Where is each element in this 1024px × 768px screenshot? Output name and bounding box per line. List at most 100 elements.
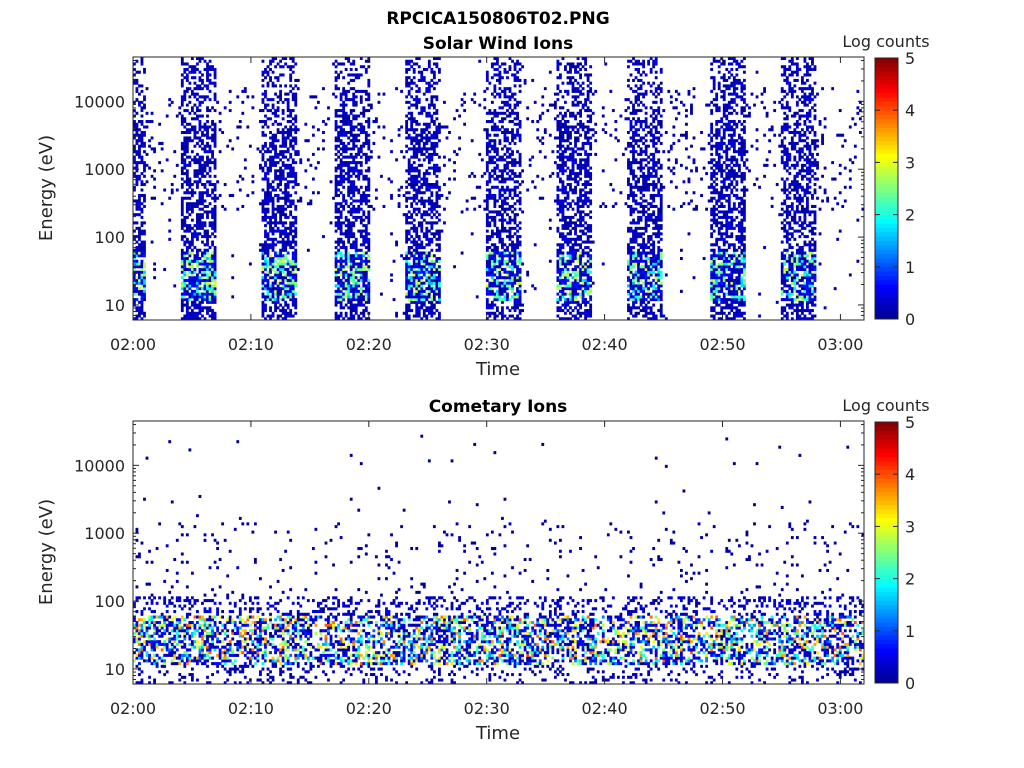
heatmap-cell (395, 158, 398, 162)
heatmap-cell (354, 67, 358, 71)
heatmap-cell (548, 103, 552, 107)
heatmap-cell (281, 262, 285, 266)
heatmap-cell (420, 177, 424, 181)
heatmap-cell (329, 221, 333, 225)
heatmap-cell (193, 204, 197, 208)
heatmap-cell (281, 298, 285, 302)
heatmap-cell (430, 281, 434, 285)
heatmap-cell (488, 224, 492, 228)
heatmap-cell (193, 295, 197, 299)
heatmap-cell (410, 128, 414, 132)
heatmap-cell (294, 128, 298, 132)
heatmap-cell (206, 193, 209, 198)
heatmap-cell (382, 204, 386, 208)
heatmap-cell (579, 114, 582, 118)
heatmap-cell (364, 139, 368, 143)
heatmap-cell (349, 130, 353, 135)
heatmap-cell (188, 229, 192, 233)
heatmap-cell (359, 259, 363, 263)
heatmap-cell (501, 62, 504, 66)
heatmap-cell (438, 67, 441, 71)
heatmap-cell (511, 120, 514, 124)
heatmap-cell (564, 65, 567, 69)
heatmap-cell (412, 262, 416, 266)
heatmap-cell (196, 289, 199, 293)
heatmap-cell (140, 183, 144, 187)
heatmap-cell (269, 314, 272, 318)
heatmap-cell (503, 251, 507, 255)
heatmap-cell (213, 98, 217, 102)
heatmap-cell (190, 125, 194, 129)
heatmap-cell (369, 155, 373, 159)
heatmap-cell (490, 161, 494, 165)
heatmap-cell (574, 95, 577, 99)
heatmap-cell (291, 158, 295, 162)
heatmap-cell (432, 202, 436, 206)
heatmap-cell (190, 92, 194, 96)
heatmap-cell (420, 130, 424, 135)
heatmap-cell (490, 276, 494, 280)
heatmap-cell (574, 281, 577, 285)
heatmap-cell (435, 270, 439, 274)
heatmap-cell (574, 202, 577, 206)
heatmap-cell (185, 292, 189, 296)
heatmap-cell (518, 125, 522, 129)
heatmap-cell (208, 289, 212, 293)
heatmap-cell (561, 213, 565, 217)
heatmap-cell (432, 169, 436, 173)
heatmap-cell (516, 180, 519, 184)
heatmap-cell (498, 267, 502, 271)
heatmap-cell (493, 317, 497, 321)
heatmap-cell (581, 87, 585, 91)
heatmap-cell (483, 89, 487, 93)
heatmap-cell (438, 196, 441, 200)
heatmap-cell (420, 106, 424, 110)
heatmap-cell (364, 92, 368, 96)
heatmap-cell (415, 300, 419, 304)
heatmap-cell (513, 122, 517, 126)
heatmap-cell (367, 103, 371, 107)
heatmap-cell (347, 221, 351, 225)
heatmap-cell (566, 267, 570, 271)
heatmap-cell (190, 218, 194, 222)
heatmap-cell (289, 78, 293, 82)
heatmap-cell (495, 314, 499, 318)
heatmap-cell (415, 273, 419, 277)
heatmap-cell (432, 185, 436, 189)
heatmap-cell (495, 284, 499, 288)
heatmap-cell (556, 199, 560, 203)
heatmap-cell (425, 292, 429, 296)
heatmap-cell (485, 78, 489, 82)
heatmap-cell (344, 229, 348, 233)
heatmap-cell (259, 163, 262, 167)
heatmap-cell (576, 70, 580, 74)
heatmap-cell (359, 215, 363, 219)
heatmap-cell (412, 256, 416, 261)
heatmap-cell (357, 292, 361, 296)
heatmap-cell (284, 317, 288, 321)
heatmap-cell (276, 177, 280, 181)
heatmap-cell (352, 144, 356, 148)
heatmap-cell (430, 240, 434, 244)
heatmap-cell (180, 177, 184, 181)
heatmap-cell (440, 193, 444, 198)
heatmap-cell (193, 174, 197, 178)
heatmap-cell (501, 147, 504, 151)
heatmap-cell (357, 128, 361, 132)
heatmap-cell (581, 202, 585, 206)
heatmap-cell (188, 298, 192, 302)
heatmap-cell (143, 103, 146, 107)
heatmap-cell (264, 120, 267, 124)
heatmap-cell (495, 73, 499, 77)
heatmap-cell (407, 133, 411, 137)
heatmap-cell (402, 155, 406, 159)
heatmap-cell (339, 177, 343, 181)
heatmap-cell (344, 163, 348, 167)
heatmap-cell (266, 202, 270, 206)
heatmap-cell (279, 169, 283, 173)
heatmap-cell (133, 287, 136, 291)
heatmap-cell (493, 161, 497, 165)
heatmap-cell (488, 235, 492, 239)
heatmap-cell (490, 248, 494, 252)
heatmap-cell (347, 295, 351, 299)
